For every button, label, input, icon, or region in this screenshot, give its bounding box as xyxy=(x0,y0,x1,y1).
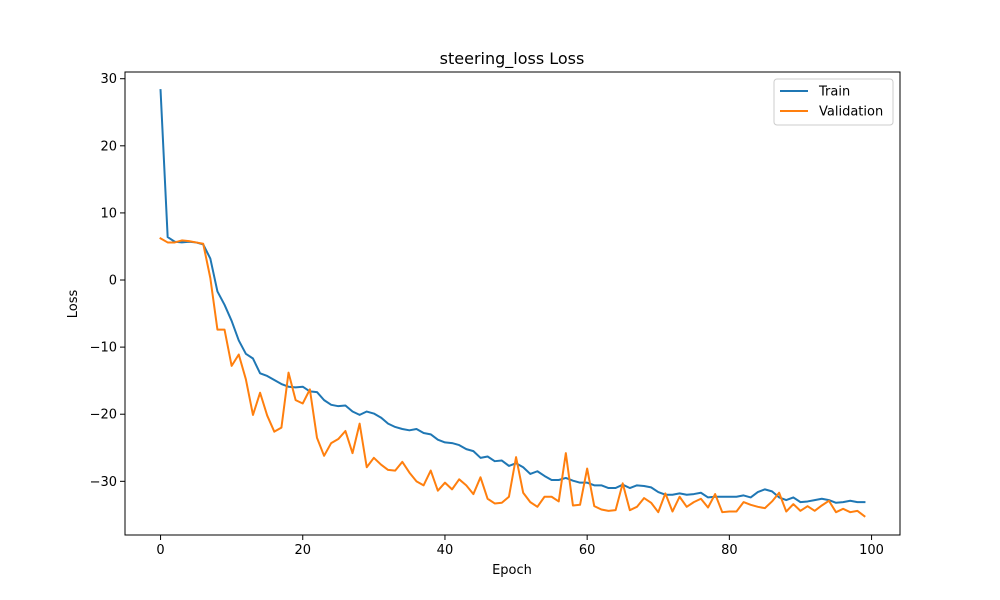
y-tick-label: −30 xyxy=(90,475,117,490)
y-tick-label: −20 xyxy=(90,408,117,423)
x-tick-label: 0 xyxy=(156,543,164,558)
plot-frame xyxy=(124,71,901,536)
x-tick-label: 20 xyxy=(294,543,311,558)
x-tick-label: 60 xyxy=(579,543,596,558)
y-tick-label: 0 xyxy=(109,274,117,289)
y-axis-label: Loss xyxy=(66,290,81,319)
legend-label-validation: Validation xyxy=(819,105,883,120)
x-tick-label: 40 xyxy=(437,543,454,558)
y-tick-label: 30 xyxy=(100,72,117,87)
y-tick-label: 10 xyxy=(100,206,117,221)
y-tick-label: −10 xyxy=(90,341,117,356)
x-tick-label: 100 xyxy=(859,543,884,558)
x-tick-label: 80 xyxy=(721,543,738,558)
series-line-validation xyxy=(159,237,866,518)
legend: Train Validation xyxy=(773,78,894,126)
series-line-train xyxy=(159,89,866,504)
chart-title: steering_loss Loss xyxy=(440,49,585,69)
legend-label-train: Train xyxy=(818,85,850,100)
x-axis-label: Epoch xyxy=(492,563,532,578)
y-tick-label: 20 xyxy=(100,139,117,154)
